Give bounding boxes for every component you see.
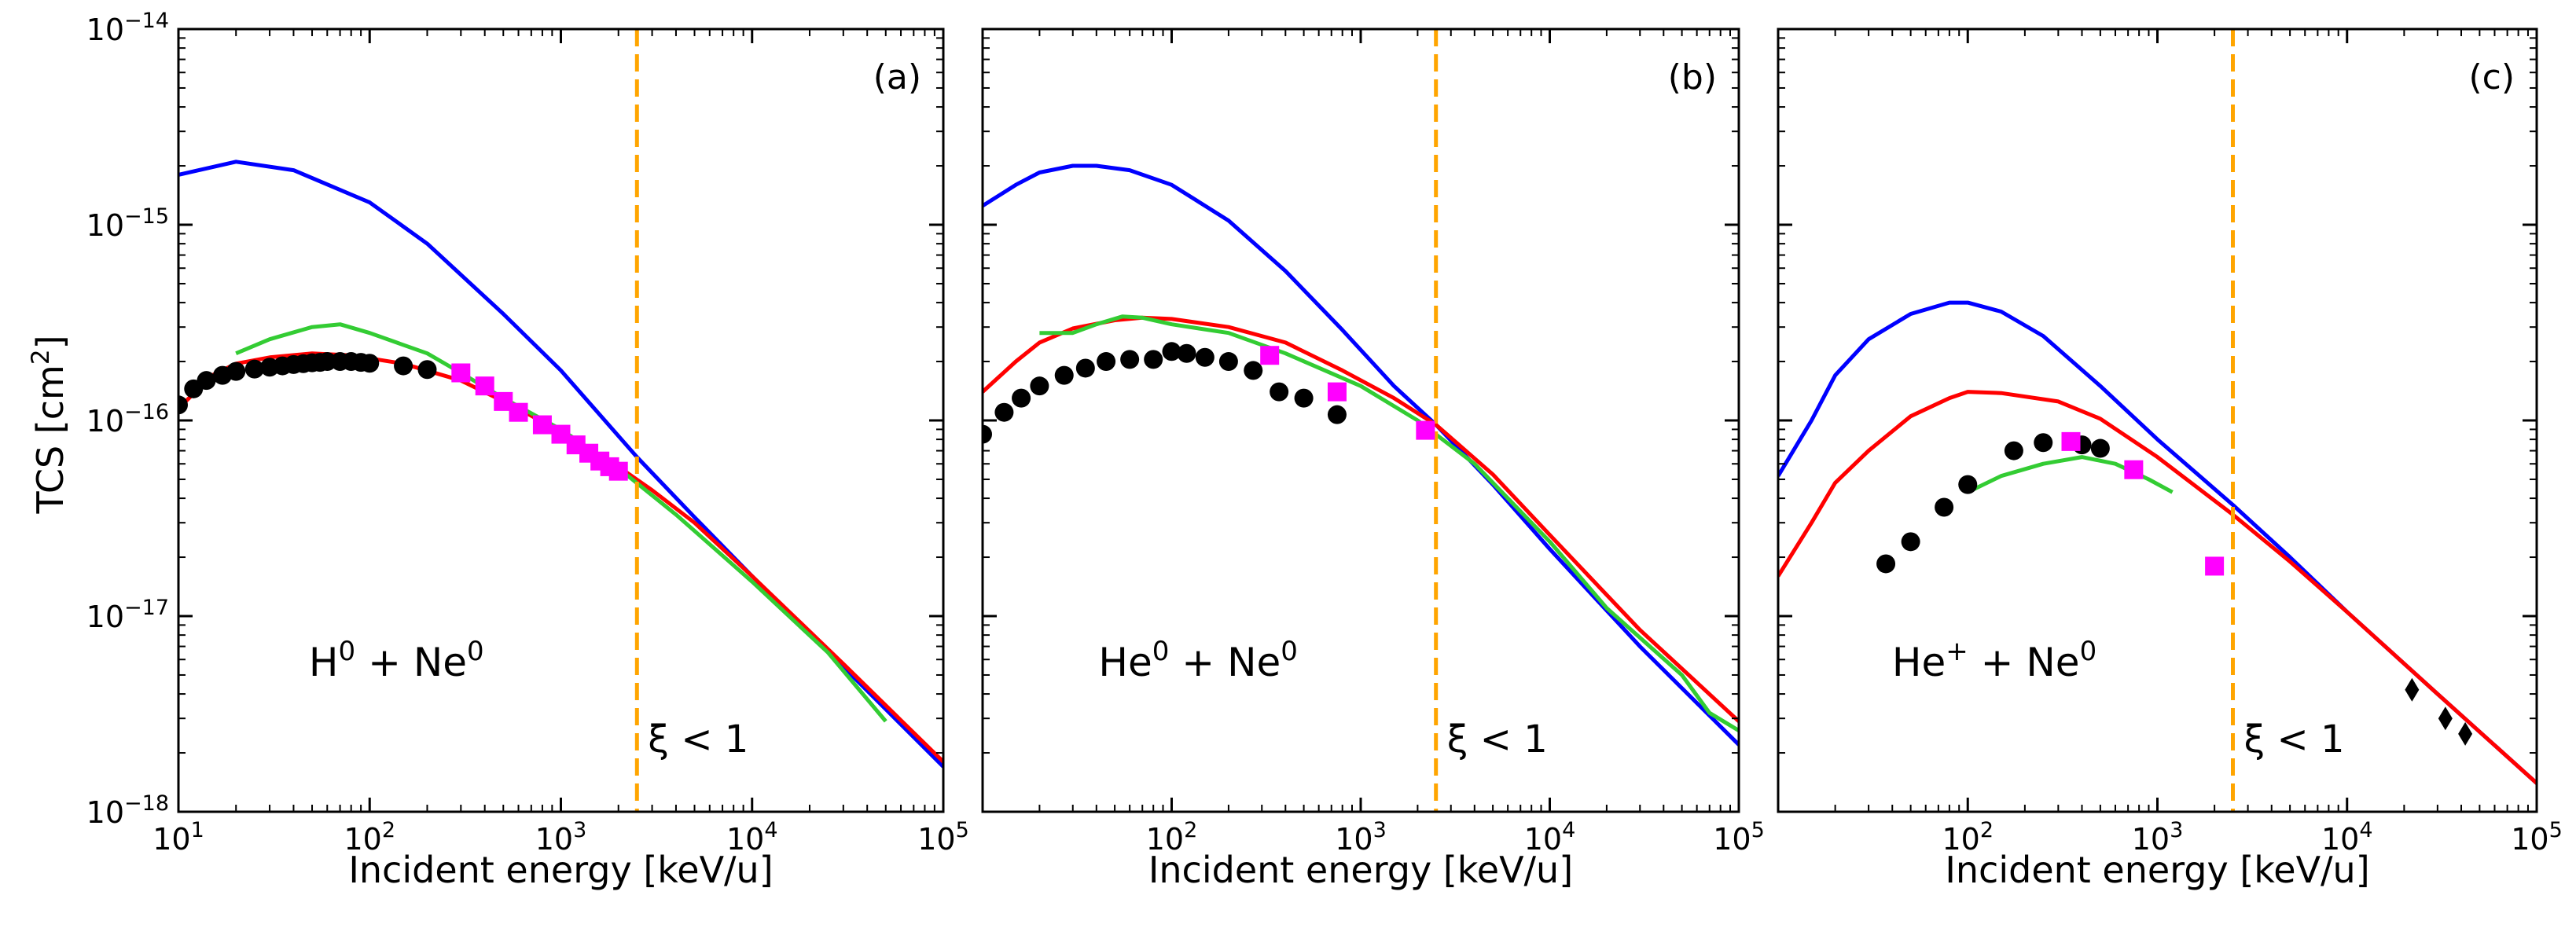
red-curve [983, 315, 1739, 723]
x-axis-label: Incident energy [keV/u] [348, 849, 773, 891]
data-point-circle [1162, 342, 1181, 361]
data-point-square [1327, 382, 1347, 402]
y-tick-label: 10−15 [86, 204, 169, 243]
x-axis-label: Incident energy [keV/u] [1945, 849, 2369, 891]
blue-curve [1778, 300, 2537, 785]
x-tick-label: 104 [726, 818, 778, 857]
data-point-circle [1244, 361, 1263, 380]
blue-curve [983, 163, 1739, 747]
reaction-label: He+ + Ne0 [1892, 636, 2096, 685]
data-point-circle [244, 359, 264, 379]
data-point-square [2124, 460, 2144, 479]
panel-label: (a) [873, 57, 921, 97]
plot-area [983, 29, 1739, 812]
data-point-circle [1958, 475, 1978, 494]
data-point-diamond [2458, 721, 2473, 746]
data-point-circle [1876, 554, 1896, 574]
x-tick-label: 103 [1335, 818, 1387, 857]
plot-frame [981, 28, 1740, 813]
x-tick-label: 103 [535, 818, 587, 857]
y-tick-label: 10−14 [86, 9, 169, 47]
data-point-circle [417, 360, 437, 380]
blue-curve [178, 160, 943, 769]
x-tick-label: 102 [1146, 818, 1198, 857]
x-tick-label: 105 [917, 818, 969, 857]
panel-b: 102 103 104 105 Incident energy [keV/u] (b) ξ … [981, 28, 1765, 891]
x-axis-label: Incident energy [keV/u] [1148, 849, 1573, 891]
x-tick-label: 105 [2511, 818, 2563, 857]
data-point-circle [2034, 433, 2053, 453]
panel-label: (b) [1668, 57, 1717, 97]
plot-area [178, 29, 943, 812]
data-point-square [509, 402, 528, 422]
data-point-circle [1270, 382, 1289, 402]
x-tick-label: 102 [1942, 818, 1994, 857]
data-point-square [2205, 556, 2225, 576]
data-point-circle [994, 402, 1014, 422]
x-tick-label: 103 [2132, 818, 2184, 857]
data-point-circle [1030, 376, 1049, 396]
y-axis-label: TCS [cm2] [27, 335, 72, 514]
threshold-label: ξ < 1 [648, 717, 748, 761]
x-tick-label: 105 [1713, 818, 1765, 857]
green-curve [1039, 314, 1739, 732]
x-tick-label: 104 [1524, 818, 1576, 857]
data-point-circle [1177, 343, 1196, 363]
data-point-circle [360, 354, 380, 373]
data-point-circle [2090, 438, 2110, 458]
data-point-square [1260, 346, 1280, 365]
data-point-circle [1195, 347, 1215, 367]
green-curve [1967, 455, 2174, 494]
data-point-circle [197, 371, 216, 391]
data-point-circle [1054, 365, 1074, 385]
y-tick-label: 10−16 [86, 400, 169, 438]
data-point-diamond [2405, 677, 2420, 702]
data-point-circle [1097, 352, 1116, 372]
data-point-square [532, 415, 552, 435]
threshold-label: ξ < 1 [1447, 717, 1548, 761]
red-curve [178, 351, 943, 764]
reaction-label: H0 + Ne0 [309, 636, 484, 685]
data-point-circle [394, 356, 413, 376]
data-point-square [475, 376, 494, 396]
data-point-square [451, 363, 471, 383]
panel-a: 101 102 103 104 105 10−18 10−17 10−16 10−15 10−14… [86, 9, 969, 891]
data-point-square [608, 461, 628, 481]
threshold-label: ξ < 1 [2244, 717, 2345, 761]
data-point-circle [2004, 441, 2023, 460]
red-curve [1778, 390, 2537, 785]
y-tick-label: 10−18 [86, 791, 169, 830]
data-point-circle [1144, 350, 1163, 369]
y-tick-label: 10−17 [86, 596, 169, 634]
plot-frame [1777, 28, 2538, 813]
panel-c: 102 103 104 105 Incident energy [keV/u] (c) ξ … [1777, 28, 2563, 891]
data-point-circle [1294, 388, 1314, 408]
data-point-circle [1901, 532, 1920, 552]
data-point-circle [1935, 497, 1954, 517]
data-point-circle [178, 395, 188, 415]
reaction-label: He0 + Ne0 [1098, 636, 1298, 685]
x-tick-label: 104 [2321, 818, 2373, 857]
data-point-circle [1218, 352, 1238, 372]
data-point-circle [1327, 405, 1347, 424]
data-point-square [1416, 420, 1435, 440]
data-point-circle [1120, 350, 1140, 369]
data-point-circle [1012, 388, 1031, 408]
panel-label: (c) [2468, 57, 2515, 97]
data-point-square [494, 391, 513, 411]
data-point-circle [226, 361, 246, 381]
x-tick-label: 102 [344, 818, 395, 857]
plot-frame [177, 28, 945, 813]
data-point-square [2061, 431, 2081, 451]
x-tick-label: 101 [153, 818, 204, 857]
data-point-diamond [2438, 706, 2453, 731]
data-point-circle [1075, 358, 1095, 378]
plot-area [1778, 29, 2537, 812]
